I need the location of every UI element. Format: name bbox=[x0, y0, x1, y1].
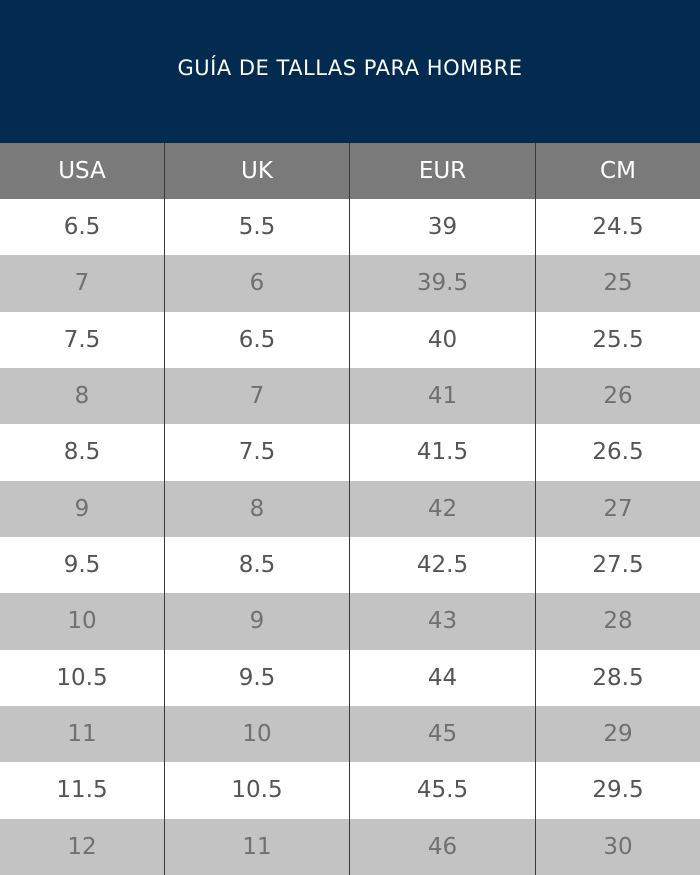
size-table: USA UK EUR CM 6.5 5.5 39 24.5 7 6 39.5 25 7.5 6.5 40 25… bbox=[0, 143, 700, 875]
table-cell: 11 bbox=[165, 818, 350, 875]
table-cell: 39.5 bbox=[350, 255, 536, 312]
table-row: 8.5 7.5 41.5 26.5 bbox=[0, 424, 700, 481]
title: GUÍA DE TALLAS PARA HOMBRE bbox=[177, 55, 523, 80]
table-cell: 10.5 bbox=[0, 649, 165, 706]
column-header: UK bbox=[165, 143, 350, 199]
table-cell: 43 bbox=[350, 593, 536, 650]
table-row: 7.5 6.5 40 25.5 bbox=[0, 311, 700, 368]
table-cell: 11.5 bbox=[0, 762, 165, 819]
table-cell: 29.5 bbox=[536, 762, 700, 819]
table-cell: 26 bbox=[536, 368, 700, 425]
column-header: EUR bbox=[350, 143, 536, 199]
table-cell: 41 bbox=[350, 368, 536, 425]
table-cell: 41.5 bbox=[350, 424, 536, 481]
table-row: 10 9 43 28 bbox=[0, 593, 700, 650]
table-cell: 7.5 bbox=[165, 424, 350, 481]
table-cell: 10 bbox=[165, 706, 350, 763]
table-cell: 39 bbox=[350, 199, 536, 256]
table-cell: 45.5 bbox=[350, 762, 536, 819]
table-cell: 44 bbox=[350, 649, 536, 706]
table-row: 8 7 41 26 bbox=[0, 368, 700, 425]
table-row: 6.5 5.5 39 24.5 bbox=[0, 199, 700, 256]
table-cell: 8.5 bbox=[165, 537, 350, 594]
table-cell: 42 bbox=[350, 480, 536, 537]
table-cell: 7 bbox=[0, 255, 165, 312]
table-row: 12 11 46 30 bbox=[0, 818, 700, 875]
table-cell: 7.5 bbox=[0, 311, 165, 368]
table-row: 9.5 8.5 42.5 27.5 bbox=[0, 537, 700, 594]
table-cell: 9.5 bbox=[0, 537, 165, 594]
table-cell: 12 bbox=[0, 818, 165, 875]
header: GUÍA DE TALLAS PARA HOMBRE bbox=[0, 0, 700, 143]
table-cell: 40 bbox=[350, 311, 536, 368]
table-cell: 10.5 bbox=[165, 762, 350, 819]
table-cell: 10 bbox=[0, 593, 165, 650]
table-row: 10.5 9.5 44 28.5 bbox=[0, 649, 700, 706]
table-cell: 6 bbox=[165, 255, 350, 312]
table-cell: 6.5 bbox=[165, 311, 350, 368]
table-cell: 27 bbox=[536, 480, 700, 537]
table-cell: 5.5 bbox=[165, 199, 350, 256]
table-cell: 8.5 bbox=[0, 424, 165, 481]
column-header: USA bbox=[0, 143, 165, 199]
table-cell: 8 bbox=[0, 368, 165, 425]
table-cell: 11 bbox=[0, 706, 165, 763]
table-cell: 8 bbox=[165, 480, 350, 537]
table-row: 9 8 42 27 bbox=[0, 480, 700, 537]
header-row: USA UK EUR CM bbox=[0, 143, 700, 199]
table-cell: 27.5 bbox=[536, 537, 700, 594]
table-row: 7 6 39.5 25 bbox=[0, 255, 700, 312]
table-cell: 9 bbox=[165, 593, 350, 650]
table-cell: 24.5 bbox=[536, 199, 700, 256]
table-cell: 30 bbox=[536, 818, 700, 875]
table-cell: 29 bbox=[536, 706, 700, 763]
table-row: 11 10 45 29 bbox=[0, 706, 700, 763]
table-cell: 46 bbox=[350, 818, 536, 875]
table-cell: 45 bbox=[350, 706, 536, 763]
table-cell: 9 bbox=[0, 480, 165, 537]
table-cell: 26.5 bbox=[536, 424, 700, 481]
table-row: 11.5 10.5 45.5 29.5 bbox=[0, 762, 700, 819]
table-cell: 9.5 bbox=[165, 649, 350, 706]
column-header: CM bbox=[536, 143, 700, 199]
table-cell: 28 bbox=[536, 593, 700, 650]
table-cell: 28.5 bbox=[536, 649, 700, 706]
table-cell: 7 bbox=[165, 368, 350, 425]
table-cell: 25.5 bbox=[536, 311, 700, 368]
table-cell: 42.5 bbox=[350, 537, 536, 594]
table-cell: 6.5 bbox=[0, 199, 165, 256]
table-cell: 25 bbox=[536, 255, 700, 312]
